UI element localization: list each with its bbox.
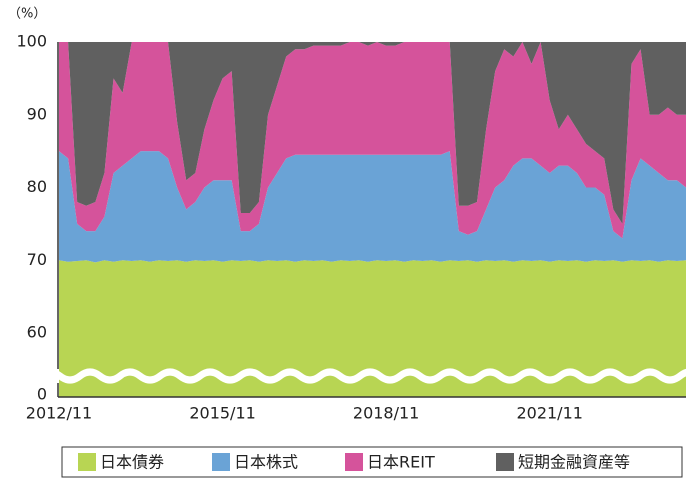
x-tick-label: 2015/11 [189,404,255,423]
x-tick-label: 2021/11 [516,404,582,423]
legend-swatch [78,453,96,471]
legend-box [61,446,683,478]
area [59,42,686,224]
legend-swatch [212,453,230,471]
legend-swatch [496,453,514,471]
legend-label: 日本株式 [234,453,298,472]
y-axis-label: （%） [8,7,46,22]
y-tick-label: 80 [27,177,47,196]
y-tick-label: 60 [27,323,47,342]
area [59,260,686,397]
axis-break [0,368,686,384]
x-tick-label: 2018/11 [353,404,419,423]
legend-label: 日本債券 [100,453,164,472]
legend-label: 日本REIT [367,453,435,472]
y-tick-label: 0 [37,385,47,404]
legend-label: 短期金融資産等 [518,453,630,472]
y-tick-label: 90 [27,104,47,123]
y-tick-label: 100 [16,32,47,51]
area [59,42,686,239]
area [59,151,686,263]
legend-swatch [345,453,363,471]
y-tick-label: 70 [27,250,47,269]
x-tick-label: 2012/11 [26,404,92,423]
